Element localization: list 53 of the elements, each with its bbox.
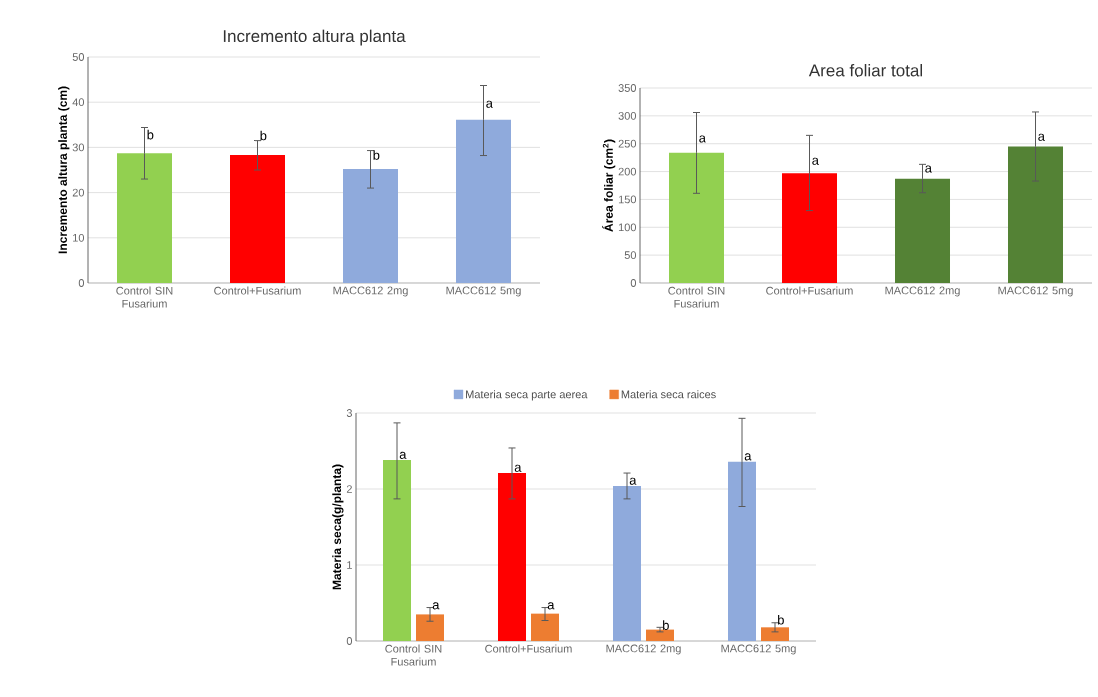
x-tick-label: Control+Fusarium (766, 286, 853, 295)
x-tick-label: Control+Fusarium (485, 644, 572, 653)
y-tick-label: 150 (618, 195, 637, 204)
annotation: a (1038, 133, 1045, 141)
x-tick-label: MACC612 5mg (721, 644, 796, 655)
chart-title: Incremento altura planta (223, 29, 406, 46)
x-tick-label: Control SIN Fusarium (116, 286, 173, 308)
y-tick-label: 300 (618, 111, 637, 120)
y-tick-label: 0 (346, 637, 353, 645)
annotation: b (663, 620, 669, 630)
x-tick-label: MACC612 2mg (606, 644, 681, 655)
y-tick-label: 250 (618, 139, 637, 148)
annotation: b (147, 129, 154, 140)
y-tick-label: 1 (347, 561, 352, 569)
y-axis-title: Materia seca(g/planta) (332, 464, 344, 590)
y-tick-label: 3 (346, 409, 352, 417)
x-tick-label: Control SIN Fusarium (668, 286, 725, 308)
annotation: a (744, 453, 752, 461)
annotation: a (399, 451, 407, 459)
y-tick-label: 350 (618, 84, 637, 92)
y-tick-label: 30 (72, 143, 85, 152)
x-tick-label: MACC612 2mg (333, 286, 408, 297)
x-tick-label: MACC612 5mg (446, 286, 521, 297)
y-tick-label: 100 (618, 223, 637, 232)
annotation: a (629, 477, 637, 485)
annotation: b (778, 615, 784, 625)
annotation: a (486, 100, 493, 108)
annotation: a (925, 165, 932, 173)
y-axis-title: Incremento altura planta (cm) (58, 86, 70, 254)
y-tick-label: 20 (72, 188, 85, 197)
x-tick-label: Control SIN Fusarium (385, 644, 442, 666)
x-tick-label: MACC612 2mg (885, 286, 960, 297)
y-tick-label: 200 (618, 167, 637, 176)
y-tick-label: 40 (72, 98, 85, 107)
annotation: a (514, 464, 522, 472)
y-tick-label: 50 (624, 251, 637, 260)
y-tick-label: 0 (78, 279, 85, 287)
annotation: b (260, 130, 267, 141)
legend-label: Materia seca raices (621, 390, 716, 399)
chart-title: Area foliar total (808, 63, 923, 77)
annotation: b (373, 150, 380, 160)
annotation: a (699, 135, 706, 143)
y-tick-label: 2 (346, 485, 352, 493)
legend-label: Materia seca parte aerea (466, 390, 588, 401)
x-tick-label: MACC612 5mg (998, 286, 1073, 297)
annotation: a (547, 602, 555, 610)
y-tick-label: 0 (630, 279, 637, 287)
y-tick-label: 10 (73, 233, 85, 242)
x-tick-label: Control+Fusarium (214, 286, 301, 295)
y-axis-title: Área foliar (cm$^{2}$) (602, 139, 616, 232)
annotation: a (812, 157, 819, 165)
y-tick-label: 50 (72, 53, 85, 61)
annotation: a (432, 602, 440, 610)
